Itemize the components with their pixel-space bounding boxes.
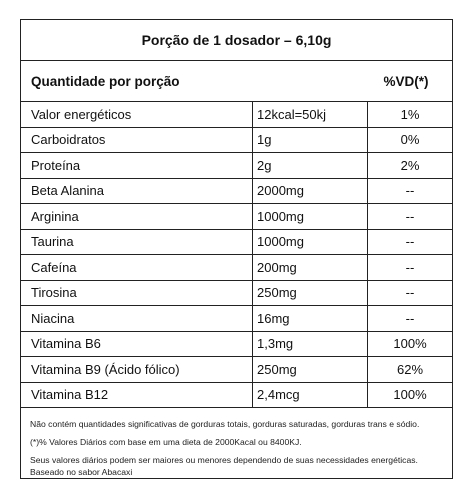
nutrient-name: Arginina	[21, 204, 253, 229]
table-row: Arginina 1000mg --	[21, 204, 452, 230]
nutrient-vd: 0%	[400, 132, 420, 148]
table-row: Vitamina B9 (Ácido fólico) 250mg 62%	[21, 357, 452, 383]
table-row: Carboidratos 1g 0%	[21, 127, 452, 153]
nutrient-amount: 2000mg	[253, 178, 368, 203]
quantity-header: Quantidade por porção	[31, 73, 180, 89]
nutrient-name: Vitamina B9 (Ácido fólico)	[21, 357, 253, 382]
nutrient-name: Valor energéticos	[21, 102, 253, 127]
nutrient-vd: --	[405, 208, 415, 224]
nutrient-name: Tirosina	[21, 280, 253, 305]
vd-header: %VD(*)	[383, 73, 429, 89]
nutrient-name: Cafeína	[21, 255, 253, 280]
table-row: Niacina 16mg --	[21, 306, 452, 332]
footer-note-1: Não contém quantidades significativas de…	[30, 419, 420, 429]
footer-note-3: Seus valores diários podem ser maiores o…	[30, 455, 418, 465]
nutrient-amount: 2,4mcg	[253, 382, 368, 407]
nutrient-amount: 200mg	[253, 255, 368, 280]
table-footer: Não contém quantidades significativas de…	[21, 408, 452, 478]
nutrient-amount: 250mg	[253, 280, 368, 305]
nutrient-amount: 1000mg	[253, 229, 368, 254]
nutrient-name: Niacina	[21, 306, 253, 331]
table-row: Vitamina B12 2,4mcg 100%	[21, 382, 452, 408]
footer-note-2: (*)% Valores Diários com base em uma die…	[30, 437, 302, 447]
column-header-row: Quantidade por porção %VD(*)	[21, 61, 452, 102]
nutrient-vd: 1%	[400, 106, 420, 122]
table-row: Valor energéticos 12kcal=50kj 1%	[21, 102, 452, 128]
nutrient-vd: 100%	[393, 336, 427, 352]
table-row: Proteína 2g 2%	[21, 153, 452, 179]
nutrient-amount: 12kcal=50kj	[253, 102, 368, 127]
nutrient-vd: 62%	[396, 361, 424, 377]
nutrient-name: Taurina	[21, 229, 253, 254]
nutrient-vd: 2%	[400, 157, 420, 173]
nutrient-name: Vitamina B12	[21, 382, 253, 407]
nutrient-amount: 250mg	[253, 357, 368, 382]
nutrient-name: Proteína	[21, 153, 253, 178]
nutrient-vd: --	[405, 310, 415, 326]
table-header: Porção de 1 dosador – 6,10g	[21, 20, 452, 61]
nutrient-amount: 2g	[253, 153, 368, 178]
nutrient-vd: 100%	[393, 387, 427, 403]
table-row: Cafeína 200mg --	[21, 255, 452, 281]
table-row: Taurina 1000mg --	[21, 229, 452, 255]
nutrient-amount: 16mg	[253, 306, 368, 331]
footer-note-4: Baseado no sabor Abacaxi	[30, 467, 133, 477]
nutrient-name: Beta Alanina	[21, 178, 253, 203]
nutrient-vd: --	[405, 259, 415, 275]
table-row: Tirosina 250mg --	[21, 280, 452, 306]
nutrient-name: Vitamina B6	[21, 331, 253, 356]
nutrient-vd: --	[405, 234, 415, 250]
table-row: Vitamina B6 1,3mg 100%	[21, 331, 452, 357]
nutrient-vd: --	[405, 183, 415, 199]
nutrient-vd: --	[405, 285, 415, 301]
nutrient-amount: 1,3mg	[253, 331, 368, 356]
nutrition-table: Porção de 1 dosador – 6,10g Quantidade p…	[20, 19, 453, 479]
nutrient-name: Carboidratos	[21, 127, 253, 152]
nutrient-rows: Valor energéticos 12kcal=50kj 1% Carboidrat…	[21, 102, 452, 408]
table-row: Beta Alanina 2000mg --	[21, 178, 452, 204]
nutrient-amount: 1g	[253, 127, 368, 152]
nutrient-amount: 1000mg	[253, 204, 368, 229]
serving-title: Porção de 1 dosador – 6,10g	[141, 32, 332, 48]
